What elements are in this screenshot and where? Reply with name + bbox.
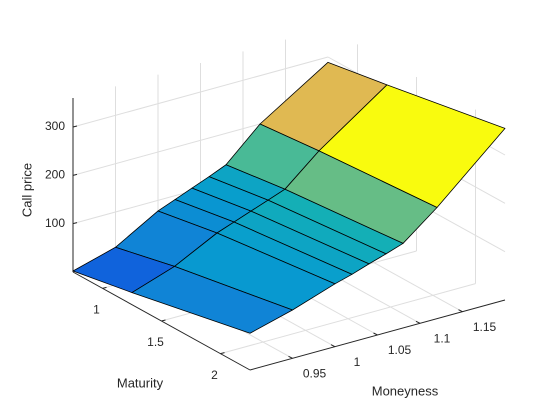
surface-patch (131, 266, 293, 334)
y-tick-label: 2 (211, 368, 218, 382)
z-axis-label: Call price (19, 163, 34, 217)
x-axis-label: Moneyness (372, 383, 439, 398)
tick-mark (373, 332, 378, 336)
tick-mark (72, 222, 78, 225)
tick-mark (220, 352, 225, 355)
tick-mark (415, 320, 421, 324)
x-tick-label: 0.95 (303, 367, 327, 381)
tick-mark (330, 344, 336, 348)
grid-line (220, 283, 476, 355)
y-axis-label: Maturity (117, 375, 164, 390)
x-tick-label: 1.15 (473, 320, 497, 334)
x-tick-label: 1.1 (434, 332, 451, 346)
tick-mark (72, 173, 78, 176)
x-tick-label: 1 (354, 355, 361, 369)
z-tick-label: 100 (45, 216, 65, 230)
z-tick-label: 300 (45, 119, 65, 133)
tick-mark (458, 309, 463, 313)
y-tick-label: 1.5 (147, 335, 164, 349)
z-tick-label: 200 (45, 168, 65, 182)
tick-mark (102, 286, 107, 289)
surface-layer (72, 61, 506, 334)
tick-mark (161, 319, 166, 322)
y-tick-label: 1 (93, 303, 100, 317)
tick-mark (72, 125, 78, 128)
x-tick-label: 1.05 (388, 343, 412, 357)
tick-mark (288, 355, 293, 359)
grid-line (72, 56, 329, 128)
label-layer: Moneyness Maturity Call price 0.95 1 1.05 1… (19, 119, 496, 398)
